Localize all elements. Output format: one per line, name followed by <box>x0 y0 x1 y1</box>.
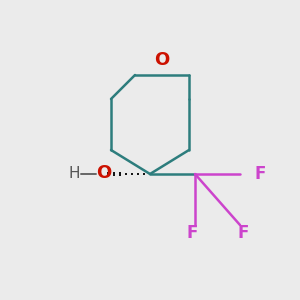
Text: O: O <box>96 164 112 181</box>
Text: F: F <box>186 224 198 242</box>
Text: H: H <box>69 167 80 182</box>
Text: F: F <box>255 165 266 183</box>
Text: F: F <box>237 224 249 242</box>
Text: O: O <box>154 51 169 69</box>
